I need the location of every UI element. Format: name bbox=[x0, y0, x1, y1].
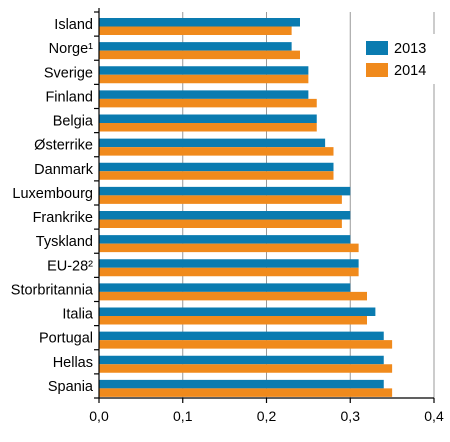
bar-2013-8 bbox=[99, 211, 351, 220]
bar-2013-4 bbox=[99, 114, 317, 123]
bar-2013-7 bbox=[99, 186, 351, 196]
bar-2013-13 bbox=[99, 331, 384, 341]
bar-2013-0 bbox=[99, 18, 300, 27]
category-label-9: Tyskland bbox=[36, 234, 93, 250]
legend: 2013 2014 bbox=[358, 34, 436, 84]
bar-2013-3 bbox=[99, 90, 309, 99]
category-label-11: Storbritannia bbox=[11, 282, 94, 298]
bar-2013-9 bbox=[99, 235, 351, 244]
x-tick-labels: 0,0 0,1 0,2 0,3 0,4 bbox=[89, 408, 444, 424]
x-tick-label-2: 0,2 bbox=[257, 408, 277, 424]
bar-2014-6 bbox=[99, 171, 334, 180]
category-label-10: EU-28² bbox=[47, 258, 93, 274]
bar-2014-4 bbox=[99, 123, 317, 132]
bar-2013-14 bbox=[99, 355, 384, 365]
bar-2014-5 bbox=[99, 147, 334, 156]
category-label-13: Portugal bbox=[39, 331, 93, 347]
bar-2014-10 bbox=[99, 267, 359, 277]
category-label-3: Finland bbox=[45, 89, 93, 105]
bar-2013-1 bbox=[99, 42, 292, 51]
category-label-12: Italia bbox=[62, 307, 94, 323]
category-labels: Island Norge¹ Sverige Finland Belgia Østerrik… bbox=[11, 17, 94, 395]
legend-label-2014: 2014 bbox=[394, 63, 426, 79]
bar-2013-11 bbox=[99, 283, 351, 292]
category-label-4: Belgia bbox=[53, 114, 94, 130]
category-label-6: Danmark bbox=[34, 162, 94, 178]
x-tick-label-1: 0,1 bbox=[173, 408, 193, 424]
bar-2014-11 bbox=[99, 291, 367, 301]
x-tick-label-3: 0,3 bbox=[341, 408, 361, 424]
category-label-0: Island bbox=[54, 17, 93, 33]
category-label-2: Sverige bbox=[44, 65, 93, 81]
bar-2014-9 bbox=[99, 243, 359, 253]
category-label-15: Spania bbox=[48, 379, 94, 395]
bar-2014-1 bbox=[99, 50, 300, 60]
legend-swatch-2013 bbox=[366, 41, 388, 55]
x-tick-label-4: 0,4 bbox=[424, 408, 444, 424]
bar-2013-10 bbox=[99, 259, 359, 268]
bar-2013-6 bbox=[99, 162, 334, 172]
x-tick-label-0: 0,0 bbox=[89, 408, 109, 424]
bar-2014-12 bbox=[99, 316, 367, 325]
bar-2014-2 bbox=[99, 74, 309, 84]
bars bbox=[99, 18, 393, 397]
bar-2013-15 bbox=[99, 379, 384, 389]
category-label-7: Luxembourg bbox=[12, 186, 93, 202]
bar-2013-2 bbox=[99, 66, 309, 75]
category-label-14: Hellas bbox=[53, 355, 93, 371]
legend-swatch-2014 bbox=[366, 63, 388, 77]
category-label-8: Frankrike bbox=[33, 210, 93, 226]
bar-2014-14 bbox=[99, 364, 393, 373]
bar-2014-7 bbox=[99, 195, 342, 204]
bar-2014-15 bbox=[99, 388, 393, 397]
axes bbox=[94, 8, 435, 403]
bar-2014-8 bbox=[99, 219, 342, 228]
bar-2013-5 bbox=[99, 138, 326, 148]
bar-2014-13 bbox=[99, 340, 393, 349]
category-label-1: Norge¹ bbox=[49, 41, 93, 57]
bar-2014-3 bbox=[99, 98, 317, 108]
bar-2014-0 bbox=[99, 26, 292, 35]
legend-label-2013: 2013 bbox=[394, 41, 426, 57]
category-label-5: Østerrike bbox=[34, 138, 93, 154]
bar-2013-12 bbox=[99, 307, 376, 316]
